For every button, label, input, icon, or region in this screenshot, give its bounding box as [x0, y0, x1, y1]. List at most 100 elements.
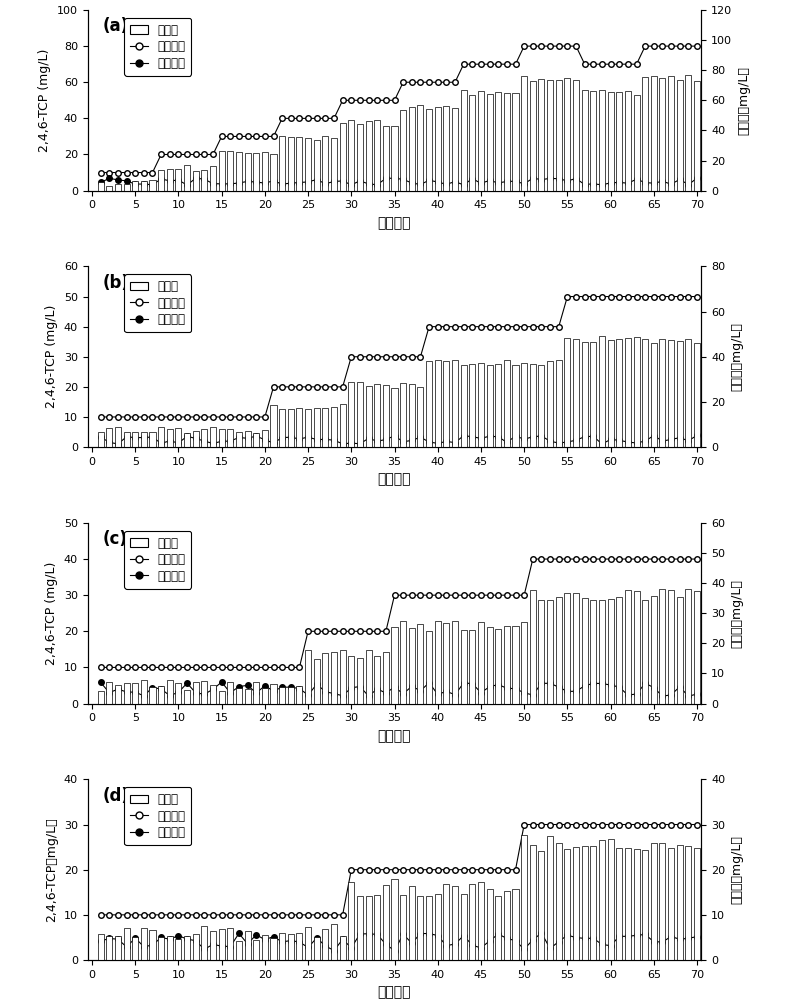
- Bar: [426, 361, 432, 447]
- Bar: [668, 848, 674, 960]
- Bar: [288, 137, 294, 191]
- Bar: [607, 340, 614, 447]
- Bar: [236, 432, 242, 447]
- Bar: [461, 365, 467, 447]
- Bar: [322, 408, 328, 447]
- Bar: [418, 896, 423, 960]
- Bar: [599, 336, 605, 447]
- Bar: [607, 839, 614, 960]
- Bar: [262, 152, 268, 191]
- Bar: [599, 90, 605, 191]
- Bar: [97, 691, 104, 704]
- Bar: [616, 339, 622, 447]
- Bar: [443, 361, 450, 447]
- Bar: [443, 623, 450, 704]
- Bar: [150, 432, 155, 447]
- Bar: [331, 924, 337, 960]
- Legend: 降解量, 进水浓度, 出水浓度: 降解量, 进水浓度, 出水浓度: [124, 531, 191, 589]
- Bar: [469, 95, 475, 191]
- Y-axis label: 降解量（mg/L）: 降解量（mg/L）: [731, 322, 744, 391]
- Bar: [253, 682, 259, 704]
- Bar: [184, 936, 190, 960]
- Bar: [556, 80, 562, 191]
- Bar: [685, 589, 692, 704]
- Y-axis label: 降解量（mg/L）: 降解量（mg/L）: [738, 66, 751, 135]
- Bar: [659, 78, 665, 191]
- Bar: [504, 93, 510, 191]
- Bar: [210, 427, 216, 447]
- Bar: [694, 81, 700, 191]
- Bar: [97, 182, 104, 191]
- Bar: [469, 630, 475, 704]
- Bar: [132, 432, 138, 447]
- Bar: [106, 682, 112, 704]
- Bar: [521, 835, 527, 960]
- Bar: [486, 94, 493, 191]
- Bar: [375, 656, 380, 704]
- Bar: [685, 75, 692, 191]
- Bar: [150, 180, 155, 191]
- Bar: [115, 427, 121, 447]
- Y-axis label: 降解量（mg/L）: 降解量（mg/L）: [731, 579, 744, 648]
- Bar: [227, 928, 234, 960]
- Bar: [530, 364, 536, 447]
- Bar: [193, 431, 198, 447]
- Bar: [616, 597, 622, 704]
- X-axis label: 培养天数: 培养天数: [378, 216, 411, 230]
- Bar: [504, 626, 510, 704]
- Y-axis label: 2,4,6-TCP (mg/L): 2,4,6-TCP (mg/L): [38, 49, 51, 152]
- Bar: [478, 882, 484, 960]
- Bar: [564, 849, 571, 960]
- Bar: [322, 653, 328, 704]
- Bar: [218, 929, 225, 960]
- Bar: [227, 429, 234, 447]
- Bar: [625, 590, 631, 704]
- Bar: [486, 627, 493, 704]
- Bar: [539, 79, 544, 191]
- Bar: [305, 927, 311, 960]
- Bar: [591, 342, 596, 447]
- Text: (b): (b): [103, 274, 130, 292]
- Bar: [400, 895, 406, 960]
- X-axis label: 培养天数: 培养天数: [378, 985, 411, 999]
- Legend: 降解量, 进水浓度, 出水浓度: 降解量, 进水浓度, 出水浓度: [124, 274, 191, 332]
- Bar: [158, 937, 164, 960]
- Bar: [642, 600, 648, 704]
- Bar: [236, 941, 242, 960]
- Bar: [357, 382, 363, 447]
- Bar: [547, 361, 553, 447]
- Bar: [314, 408, 320, 447]
- Bar: [340, 936, 346, 960]
- Bar: [331, 407, 337, 447]
- Bar: [556, 843, 562, 960]
- Bar: [202, 681, 207, 704]
- Bar: [158, 686, 164, 704]
- Bar: [175, 683, 182, 704]
- Bar: [539, 365, 544, 447]
- Bar: [478, 363, 484, 447]
- Bar: [375, 895, 380, 960]
- Bar: [375, 384, 380, 447]
- Bar: [270, 938, 277, 960]
- Bar: [270, 154, 277, 191]
- Bar: [331, 138, 337, 191]
- Bar: [97, 432, 104, 447]
- Bar: [443, 884, 450, 960]
- Bar: [218, 151, 225, 191]
- Bar: [556, 597, 562, 704]
- Bar: [167, 936, 173, 960]
- Bar: [210, 931, 216, 960]
- Bar: [270, 684, 277, 704]
- Bar: [599, 840, 605, 960]
- Bar: [366, 121, 371, 191]
- Bar: [426, 631, 432, 704]
- Bar: [573, 80, 579, 191]
- Bar: [694, 591, 700, 704]
- Bar: [668, 340, 674, 447]
- Bar: [452, 886, 458, 960]
- Bar: [642, 339, 648, 447]
- Bar: [651, 343, 657, 447]
- Bar: [418, 105, 423, 191]
- Bar: [625, 338, 631, 447]
- Bar: [279, 933, 285, 960]
